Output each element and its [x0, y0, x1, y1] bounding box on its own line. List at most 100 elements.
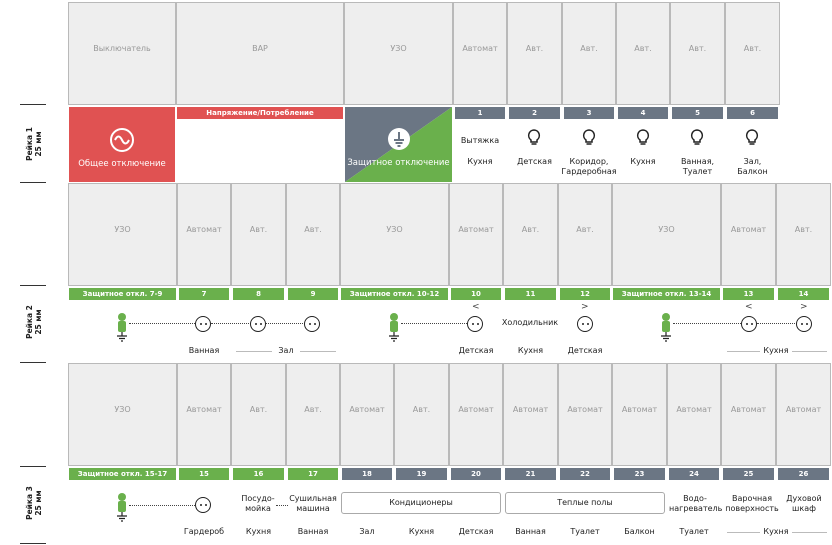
module-breaker[interactable]: Автомат: [340, 363, 394, 466]
slot-24: 24: [669, 468, 719, 480]
slot-16: 16: [233, 468, 284, 480]
room-label: Балкон: [624, 527, 655, 536]
bulb-icon: [582, 129, 596, 145]
module-breaker[interactable]: Авт.: [616, 2, 670, 105]
slot-3: 3: [564, 107, 614, 119]
room-label: Кухня: [630, 157, 656, 166]
module-breaker[interactable]: Автомат: [177, 183, 231, 286]
module-breaker[interactable]: Автомат: [177, 363, 231, 466]
device-label: Варочная поверхность: [725, 494, 779, 513]
rail-divider: [20, 362, 46, 363]
protective-off-label: Защитное отключение: [347, 158, 450, 168]
room-label: Детская: [567, 346, 603, 355]
rail-2-label: Рейка 2 25 мм: [25, 305, 43, 339]
rail-1-label: Рейка 1 25 мм: [25, 127, 43, 161]
wire-line: [673, 323, 741, 324]
socket-icon: [796, 316, 812, 332]
module-breaker[interactable]: Автомат: [449, 363, 503, 466]
module-rcd[interactable]: УЗО: [340, 183, 449, 286]
ground-icon: [661, 313, 671, 342]
chevron-right-icon: >: [581, 302, 589, 312]
room-label: Туалет: [679, 527, 709, 536]
room-label: Коридор, Гардеробная: [561, 157, 617, 176]
protective-off-card[interactable]: Защитное отключение: [345, 107, 452, 182]
slot-26: 26: [778, 468, 829, 480]
slot-rcd-10-12: Защитное откл. 10-12: [341, 288, 448, 300]
slot-rcd-13-14: Защитное откл. 13-14: [613, 288, 720, 300]
module-breaker[interactable]: Авт.: [286, 183, 340, 286]
room-label: Ванная: [297, 527, 329, 536]
slot-7: 7: [179, 288, 229, 300]
device-label: Посудо- мойка: [241, 494, 275, 513]
bulb-icon: [636, 129, 650, 145]
chevron-right-icon: >: [800, 302, 808, 312]
room-label: Кухня: [760, 346, 792, 356]
module-breaker[interactable]: Авт.: [558, 183, 612, 286]
rail-3-label: Рейка 3 25 мм: [25, 486, 43, 520]
module-breaker[interactable]: Авт.: [231, 183, 286, 286]
module-breaker[interactable]: Авт.: [776, 183, 831, 286]
room-label: Детская: [517, 157, 552, 166]
module-breaker[interactable]: Автомат: [449, 183, 503, 286]
module-breaker[interactable]: Авт.: [725, 2, 780, 105]
module-breaker[interactable]: Авт.: [562, 2, 616, 105]
module-rcd[interactable]: УЗО: [68, 363, 177, 466]
module-rcd[interactable]: УЗО: [344, 2, 453, 105]
wire-line: [129, 505, 195, 506]
module-breaker[interactable]: Авт.: [286, 363, 340, 466]
slot-25: 25: [723, 468, 774, 480]
slot-9: 9: [288, 288, 338, 300]
socket-icon: [467, 316, 483, 332]
module-breaker[interactable]: Автомат: [558, 363, 612, 466]
sine-icon: [110, 128, 134, 152]
socket-icon: [577, 316, 593, 332]
slot-15: 15: [179, 468, 229, 480]
room-label: Кухня: [467, 157, 493, 166]
wire-line: [211, 323, 251, 324]
rail-divider: [20, 543, 46, 544]
wire-line: [276, 505, 288, 506]
module-breaker[interactable]: Автомат: [612, 363, 667, 466]
room-label: Гардероб: [183, 527, 225, 536]
module-breaker[interactable]: Автомат: [776, 363, 831, 466]
module-breaker[interactable]: Авт.: [231, 363, 286, 466]
room-label: Ванная: [188, 346, 220, 355]
slot-8: 8: [233, 288, 284, 300]
module-breaker[interactable]: Автомат: [667, 363, 721, 466]
module-switch[interactable]: Выключатель: [68, 2, 176, 105]
bulb-icon: [527, 129, 541, 145]
room-label: Туалет: [570, 527, 600, 536]
ground-icon: [389, 313, 399, 342]
slot-2: 2: [509, 107, 560, 119]
module-breaker[interactable]: Автомат: [721, 183, 776, 286]
module-rcd[interactable]: УЗО: [612, 183, 721, 286]
ground-icon: [388, 128, 410, 150]
socket-icon: [195, 316, 211, 332]
main-off-label: Общее отключение: [78, 159, 166, 169]
room-label: Кухня: [408, 527, 435, 536]
rail-divider: [20, 182, 46, 183]
room-label: Зал: [359, 527, 375, 536]
module-breaker[interactable]: Автомат: [453, 2, 507, 105]
fridge-label: Холодильник: [501, 318, 559, 327]
group-conditioners: Кондиционеры: [341, 492, 501, 514]
module-rcd[interactable]: УЗО: [68, 183, 177, 286]
main-off-card[interactable]: Общее отключение: [69, 107, 175, 182]
module-breaker[interactable]: Автомат: [721, 363, 776, 466]
socket-icon: [741, 316, 757, 332]
module-breaker[interactable]: Авт.: [670, 2, 725, 105]
module-var[interactable]: ВАР: [176, 2, 344, 105]
slot-17: 17: [288, 468, 338, 480]
slot-18: 18: [342, 468, 392, 480]
module-breaker[interactable]: Авт.: [394, 363, 449, 466]
slot-5: 5: [672, 107, 723, 119]
slot-23: 23: [614, 468, 665, 480]
module-breaker[interactable]: Авт.: [503, 183, 558, 286]
module-breaker[interactable]: Авт.: [507, 2, 562, 105]
room-label: Кухня: [245, 527, 272, 536]
rail-divider: [20, 466, 46, 467]
module-breaker[interactable]: Автомат: [503, 363, 558, 466]
chevron-left-icon: <: [745, 302, 753, 312]
room-label: Зал: [272, 346, 300, 356]
slot-22: 22: [560, 468, 610, 480]
